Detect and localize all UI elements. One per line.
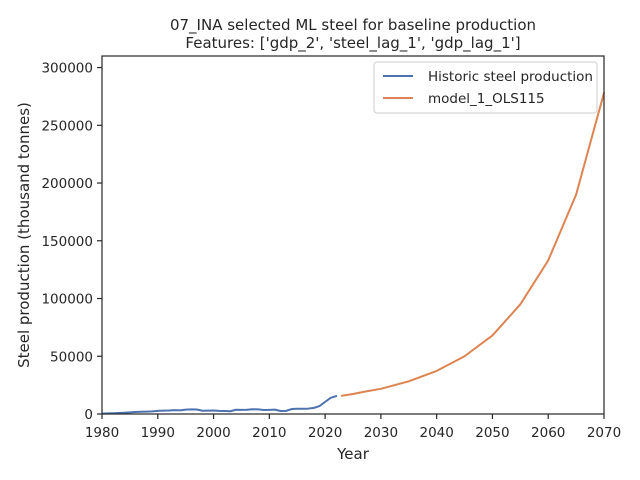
series-layer bbox=[101, 91, 605, 415]
x-tick-label: 2050 bbox=[475, 425, 509, 441]
legend: Historic steel production model_1_OLS115 bbox=[373, 61, 598, 114]
y-tick-label: 300000 bbox=[41, 61, 93, 77]
x-tick-label: 1980 bbox=[85, 425, 119, 441]
series-line-model bbox=[340, 91, 605, 397]
x-tick-label: 2060 bbox=[531, 425, 565, 441]
y-tick-label: 50000 bbox=[50, 349, 93, 365]
y-tick-label: 150000 bbox=[41, 234, 93, 250]
x-tick-label: 2000 bbox=[196, 425, 230, 441]
legend-box bbox=[373, 61, 598, 114]
y-tick-label: 0 bbox=[84, 407, 93, 423]
chart-title-line1: 07_INA selected ML steel for baseline pr… bbox=[170, 16, 536, 35]
y-axis-label: Steel production (thousand tonnes) bbox=[15, 102, 33, 368]
series-line-historic bbox=[101, 395, 338, 415]
y-axis-ticks: 0 50000 100000 150000 200000 250000 300000 bbox=[41, 61, 102, 423]
x-tick-label: 2030 bbox=[364, 425, 398, 441]
x-axis-ticks: 1980 1990 2000 2010 2020 2030 2040 2050 2060 2070 bbox=[85, 414, 621, 441]
y-tick-label: 200000 bbox=[41, 176, 93, 192]
x-tick-label: 2010 bbox=[252, 425, 286, 441]
chart-title-line2: Features: ['gdp_2', 'steel_lag_1', 'gdp_… bbox=[185, 34, 520, 53]
x-tick-label: 2070 bbox=[587, 425, 621, 441]
x-tick-label: 2040 bbox=[419, 425, 453, 441]
x-axis-label: Year bbox=[336, 445, 370, 463]
y-tick-label: 100000 bbox=[41, 292, 93, 308]
x-tick-label: 2020 bbox=[308, 425, 342, 441]
x-tick-label: 1990 bbox=[141, 425, 175, 441]
legend-label-model: model_1_OLS115 bbox=[428, 91, 545, 107]
y-tick-label: 250000 bbox=[41, 118, 93, 134]
plot-frame bbox=[101, 55, 605, 415]
legend-label-historic: Historic steel production bbox=[428, 69, 593, 85]
